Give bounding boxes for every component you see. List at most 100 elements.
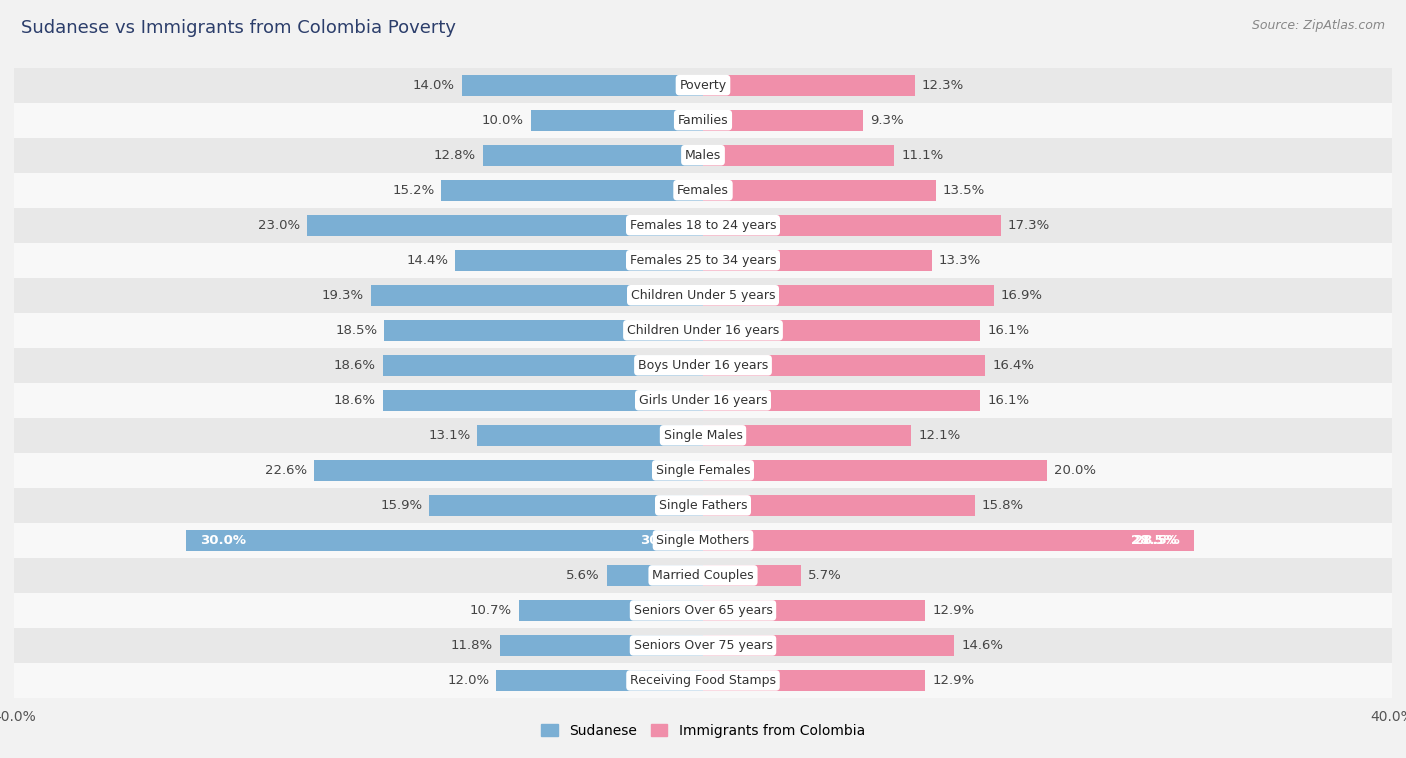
Bar xyxy=(382,390,703,411)
Text: 12.9%: 12.9% xyxy=(932,674,974,687)
Bar xyxy=(703,145,894,166)
Bar xyxy=(14,558,1392,593)
Legend: Sudanese, Immigrants from Colombia: Sudanese, Immigrants from Colombia xyxy=(536,718,870,743)
Bar xyxy=(14,663,1392,698)
Text: Females 18 to 24 years: Females 18 to 24 years xyxy=(630,219,776,232)
Bar xyxy=(703,565,801,586)
Bar xyxy=(703,215,1001,236)
Text: Single Mothers: Single Mothers xyxy=(657,534,749,547)
Bar xyxy=(482,145,703,166)
Bar xyxy=(14,208,1392,243)
Text: 14.4%: 14.4% xyxy=(406,254,449,267)
Bar xyxy=(703,460,1047,481)
Bar xyxy=(371,285,703,305)
Text: 28.5%: 28.5% xyxy=(1130,534,1177,547)
Bar xyxy=(703,390,980,411)
Text: Single Males: Single Males xyxy=(664,429,742,442)
Text: Sudanese vs Immigrants from Colombia Poverty: Sudanese vs Immigrants from Colombia Pov… xyxy=(21,19,456,37)
Text: Source: ZipAtlas.com: Source: ZipAtlas.com xyxy=(1251,19,1385,32)
Bar xyxy=(499,635,703,656)
Text: 17.3%: 17.3% xyxy=(1008,219,1050,232)
Text: Poverty: Poverty xyxy=(679,79,727,92)
Bar xyxy=(14,173,1392,208)
Bar xyxy=(14,67,1392,102)
Text: 20.0%: 20.0% xyxy=(1054,464,1097,477)
Bar xyxy=(703,285,994,305)
Bar xyxy=(703,670,925,691)
Bar xyxy=(14,383,1392,418)
Text: 15.9%: 15.9% xyxy=(380,499,422,512)
Text: 13.1%: 13.1% xyxy=(429,429,471,442)
Text: 13.3%: 13.3% xyxy=(939,254,981,267)
Text: 12.8%: 12.8% xyxy=(433,149,475,161)
Bar xyxy=(478,424,703,446)
Bar xyxy=(14,593,1392,628)
Text: 12.1%: 12.1% xyxy=(918,429,960,442)
Text: 16.4%: 16.4% xyxy=(993,359,1035,371)
Text: 14.0%: 14.0% xyxy=(413,79,456,92)
Text: 16.1%: 16.1% xyxy=(987,394,1029,407)
Text: 12.0%: 12.0% xyxy=(447,674,489,687)
Text: Seniors Over 75 years: Seniors Over 75 years xyxy=(634,639,772,652)
Bar xyxy=(14,243,1392,277)
Bar xyxy=(519,600,703,621)
Bar xyxy=(429,495,703,516)
Text: 15.2%: 15.2% xyxy=(392,183,434,196)
Bar xyxy=(496,670,703,691)
Text: 11.1%: 11.1% xyxy=(901,149,943,161)
Bar xyxy=(703,635,955,656)
Bar xyxy=(14,453,1392,488)
Text: Females 25 to 34 years: Females 25 to 34 years xyxy=(630,254,776,267)
Text: 13.5%: 13.5% xyxy=(942,183,984,196)
Bar xyxy=(14,102,1392,138)
Text: 18.5%: 18.5% xyxy=(336,324,377,337)
Text: 18.6%: 18.6% xyxy=(333,359,375,371)
Text: 16.1%: 16.1% xyxy=(987,324,1029,337)
Bar xyxy=(461,74,703,96)
Bar xyxy=(14,418,1392,453)
Text: 5.7%: 5.7% xyxy=(808,569,842,582)
Bar xyxy=(14,348,1392,383)
Text: 12.3%: 12.3% xyxy=(922,79,965,92)
Bar xyxy=(186,530,703,551)
Bar xyxy=(606,565,703,586)
Text: 30.0%: 30.0% xyxy=(200,534,246,547)
Bar xyxy=(703,424,911,446)
Text: 23.0%: 23.0% xyxy=(257,219,299,232)
Text: Children Under 5 years: Children Under 5 years xyxy=(631,289,775,302)
Text: 30.0%: 30.0% xyxy=(640,534,686,547)
Text: 5.6%: 5.6% xyxy=(567,569,599,582)
Text: Females: Females xyxy=(678,183,728,196)
Text: Single Fathers: Single Fathers xyxy=(659,499,747,512)
Text: 28.5%: 28.5% xyxy=(1135,534,1180,547)
Text: 18.6%: 18.6% xyxy=(333,394,375,407)
Bar xyxy=(307,215,703,236)
Text: 19.3%: 19.3% xyxy=(322,289,364,302)
Bar xyxy=(384,320,703,341)
Bar xyxy=(14,523,1392,558)
Bar xyxy=(456,249,703,271)
Text: 22.6%: 22.6% xyxy=(264,464,307,477)
Text: Seniors Over 65 years: Seniors Over 65 years xyxy=(634,604,772,617)
Bar xyxy=(703,600,925,621)
Bar xyxy=(703,110,863,130)
Text: 14.6%: 14.6% xyxy=(962,639,1004,652)
Bar xyxy=(703,355,986,376)
Bar xyxy=(382,355,703,376)
Text: 11.8%: 11.8% xyxy=(451,639,494,652)
Bar xyxy=(314,460,703,481)
Text: 16.9%: 16.9% xyxy=(1001,289,1043,302)
Text: Receiving Food Stamps: Receiving Food Stamps xyxy=(630,674,776,687)
Text: 15.8%: 15.8% xyxy=(981,499,1024,512)
Bar xyxy=(14,488,1392,523)
Bar xyxy=(14,138,1392,173)
Bar xyxy=(703,495,976,516)
Bar xyxy=(703,530,1194,551)
Text: Families: Families xyxy=(678,114,728,127)
Bar xyxy=(14,277,1392,313)
Text: 10.0%: 10.0% xyxy=(482,114,524,127)
Bar xyxy=(14,628,1392,663)
Bar xyxy=(441,180,703,201)
Text: 10.7%: 10.7% xyxy=(470,604,512,617)
Bar xyxy=(531,110,703,130)
